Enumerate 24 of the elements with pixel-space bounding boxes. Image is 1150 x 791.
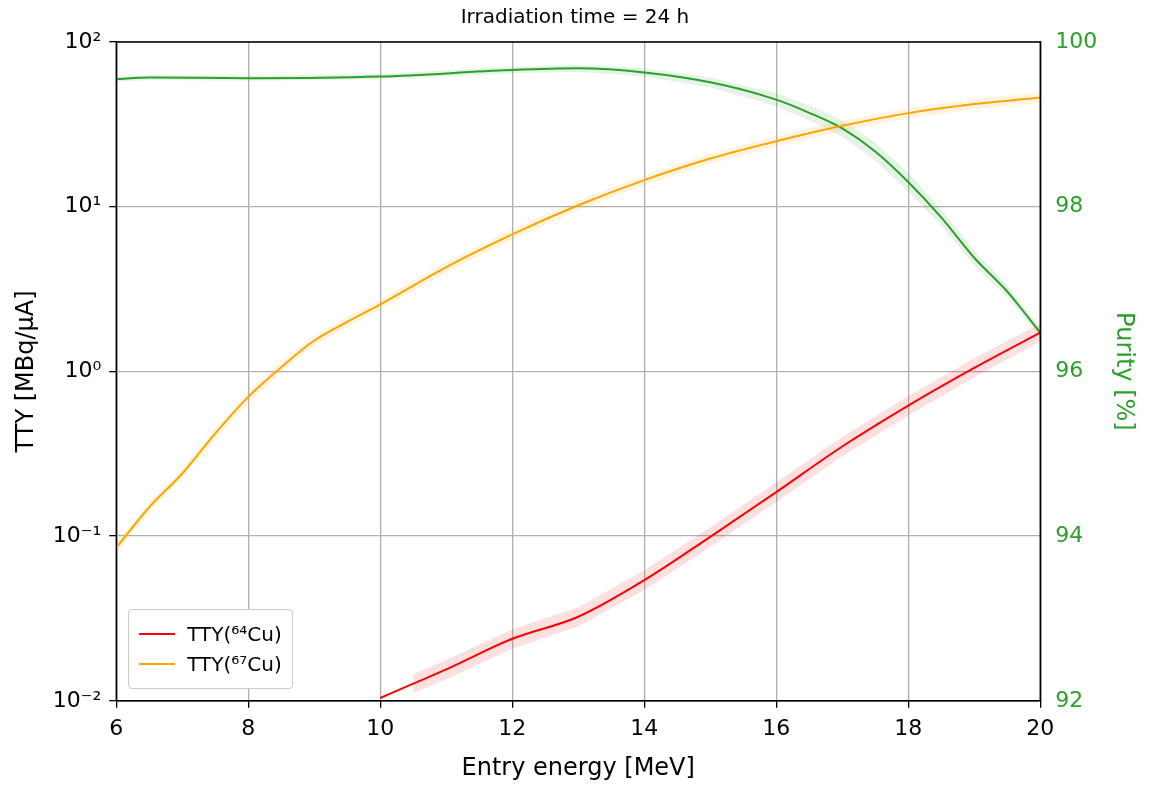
y-tick-label: 10⁻² (52, 686, 102, 712)
chart-title: Irradiation time = 24 h (460, 4, 690, 29)
x-tick-label: 6 (109, 714, 124, 740)
y2-tick-label: 92 (1055, 686, 1084, 712)
y-axis-title: TTY [MBq/μA] (10, 290, 39, 454)
y-tick-label: 10⁰ (64, 357, 102, 383)
y2-axis-title: Purity [%] (1111, 312, 1140, 431)
x-tick-label: 18 (894, 714, 923, 740)
y2-tick-label: 94 (1055, 521, 1084, 547)
y-tick-label: 10¹ (64, 192, 102, 218)
y2-tick-label: 96 (1055, 357, 1084, 383)
legend-label: TTY(⁶⁷Cu) (187, 651, 282, 676)
y-tick-label: 10² (64, 27, 102, 53)
x-tick-label: 12 (498, 714, 527, 740)
x-tick-label: 20 (1026, 714, 1055, 740)
x-axis-title: Entry energy [MeV] (461, 752, 695, 781)
x-tick-label: 10 (366, 714, 395, 740)
y2-tick-label: 100 (1055, 27, 1098, 53)
legend-label: TTY(⁶⁴Cu) (187, 621, 282, 646)
y2-tick-label: 98 (1055, 192, 1084, 218)
y-tick-label: 10⁻¹ (52, 521, 102, 547)
x-tick-label: 16 (762, 714, 791, 740)
x-tick-label: 8 (241, 714, 256, 740)
x-tick-label: 14 (630, 714, 659, 740)
